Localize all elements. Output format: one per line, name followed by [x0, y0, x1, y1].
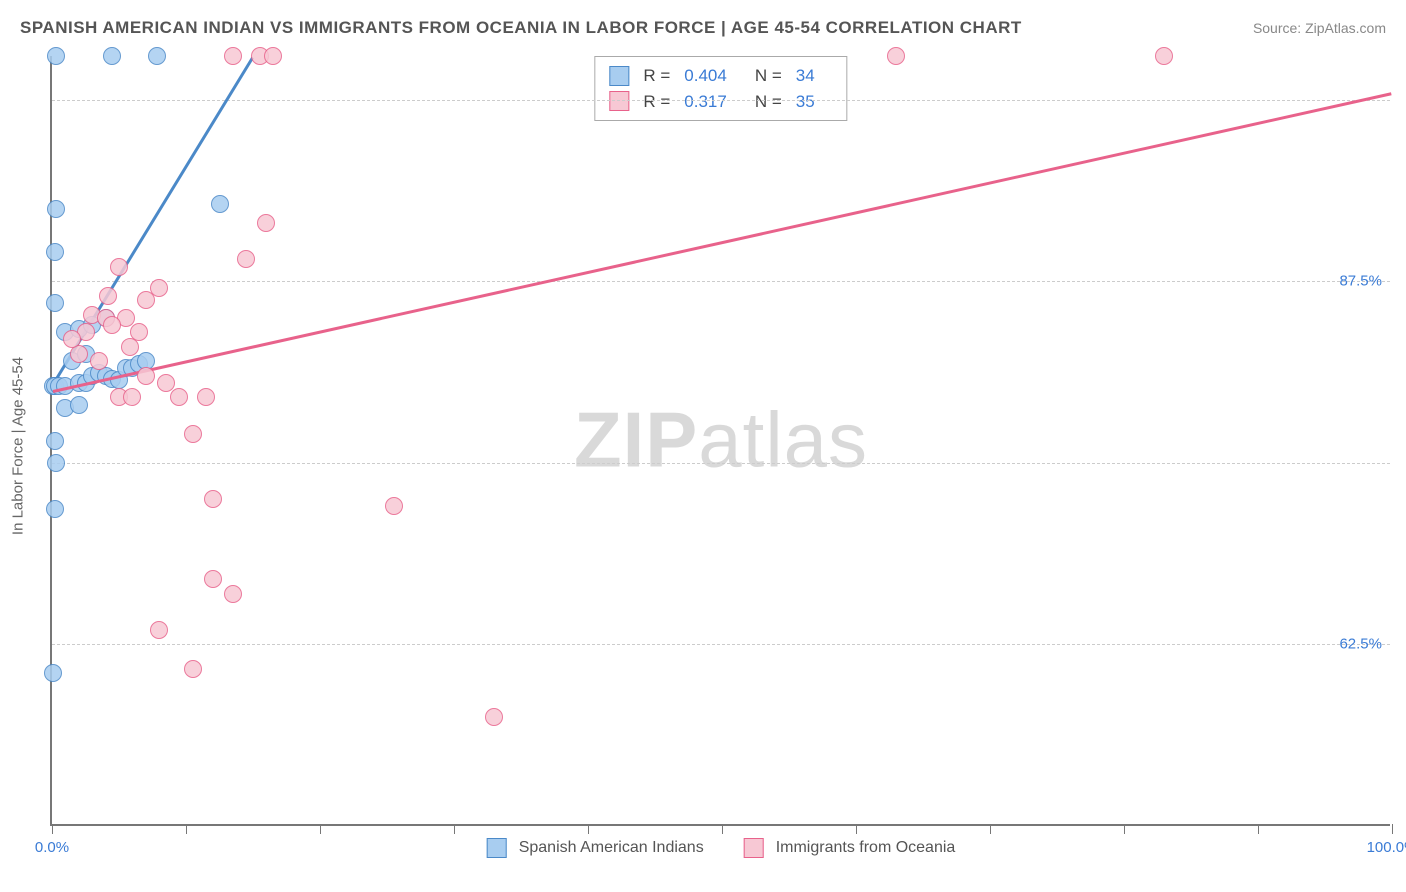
data-point — [110, 258, 128, 276]
x-tick — [990, 824, 991, 834]
y-axis-label: In Labor Force | Age 45-54 — [10, 357, 27, 535]
data-point — [157, 374, 175, 392]
data-point — [204, 570, 222, 588]
data-point — [264, 47, 282, 65]
stats-box: R = 0.404 N = 34 R = 0.317 N = 35 — [594, 56, 847, 121]
n-label: N = — [755, 63, 782, 89]
legend-item-0: Spanish American Indians — [487, 838, 704, 858]
stats-row-series-0: R = 0.404 N = 34 — [609, 63, 832, 89]
x-tick-label: 100.0% — [1367, 839, 1406, 856]
plot-area: ZIPatlas R = 0.404 N = 34 R = 0.317 N = … — [50, 56, 1390, 826]
data-point — [211, 195, 229, 213]
data-point — [47, 200, 65, 218]
data-point — [237, 250, 255, 268]
x-tick — [1392, 824, 1393, 834]
bottom-legend: Spanish American Indians Immigrants from… — [487, 838, 956, 858]
r-value-0: 0.404 — [684, 63, 727, 89]
y-tick-label: 87.5% — [1339, 273, 1382, 290]
data-point — [204, 490, 222, 508]
data-point — [46, 243, 64, 261]
x-tick — [186, 824, 187, 834]
x-tick — [320, 824, 321, 834]
x-tick — [454, 824, 455, 834]
data-point — [47, 47, 65, 65]
data-point — [99, 287, 117, 305]
data-point — [46, 500, 64, 518]
r-label: R = — [643, 89, 670, 115]
legend-label-0: Spanish American Indians — [519, 839, 704, 857]
stats-row-series-1: R = 0.317 N = 35 — [609, 89, 832, 115]
gridline — [52, 281, 1390, 282]
legend-item-1: Immigrants from Oceania — [744, 838, 956, 858]
data-point — [224, 47, 242, 65]
data-point — [137, 367, 155, 385]
r-value-1: 0.317 — [684, 89, 727, 115]
x-tick — [52, 824, 53, 834]
data-point — [46, 432, 64, 450]
n-value-0: 34 — [796, 63, 815, 89]
data-point — [485, 708, 503, 726]
gridline — [52, 100, 1390, 101]
data-point — [63, 330, 81, 348]
data-point — [103, 47, 121, 65]
gridline — [52, 463, 1390, 464]
data-point — [385, 497, 403, 515]
data-point — [150, 621, 168, 639]
data-point — [1155, 47, 1173, 65]
data-point — [197, 388, 215, 406]
gridline — [52, 644, 1390, 645]
trend-line — [53, 92, 1392, 393]
x-tick — [1258, 824, 1259, 834]
watermark: ZIPatlas — [574, 395, 868, 486]
x-tick-label: 0.0% — [35, 839, 69, 856]
legend-swatch-1 — [744, 838, 764, 858]
data-point — [47, 454, 65, 472]
x-tick — [1124, 824, 1125, 834]
data-point — [257, 214, 275, 232]
y-tick-label: 62.5% — [1339, 636, 1382, 653]
x-tick — [856, 824, 857, 834]
x-tick — [722, 824, 723, 834]
data-point — [184, 425, 202, 443]
n-value-1: 35 — [796, 89, 815, 115]
data-point — [224, 585, 242, 603]
data-point — [170, 388, 188, 406]
n-label: N = — [755, 89, 782, 115]
data-point — [123, 388, 141, 406]
data-point — [70, 396, 88, 414]
data-point — [103, 316, 121, 334]
chart-title: SPANISH AMERICAN INDIAN VS IMMIGRANTS FR… — [20, 18, 1022, 38]
legend-label-1: Immigrants from Oceania — [776, 839, 956, 857]
data-point — [137, 291, 155, 309]
data-point — [44, 664, 62, 682]
data-point — [90, 352, 108, 370]
legend-swatch-0 — [487, 838, 507, 858]
data-point — [148, 47, 166, 65]
swatch-series-0 — [609, 66, 629, 86]
r-label: R = — [643, 63, 670, 89]
data-point — [121, 338, 139, 356]
data-point — [46, 294, 64, 312]
swatch-series-1 — [609, 91, 629, 111]
source-label: Source: ZipAtlas.com — [1253, 20, 1386, 36]
x-tick — [588, 824, 589, 834]
data-point — [887, 47, 905, 65]
data-point — [184, 660, 202, 678]
